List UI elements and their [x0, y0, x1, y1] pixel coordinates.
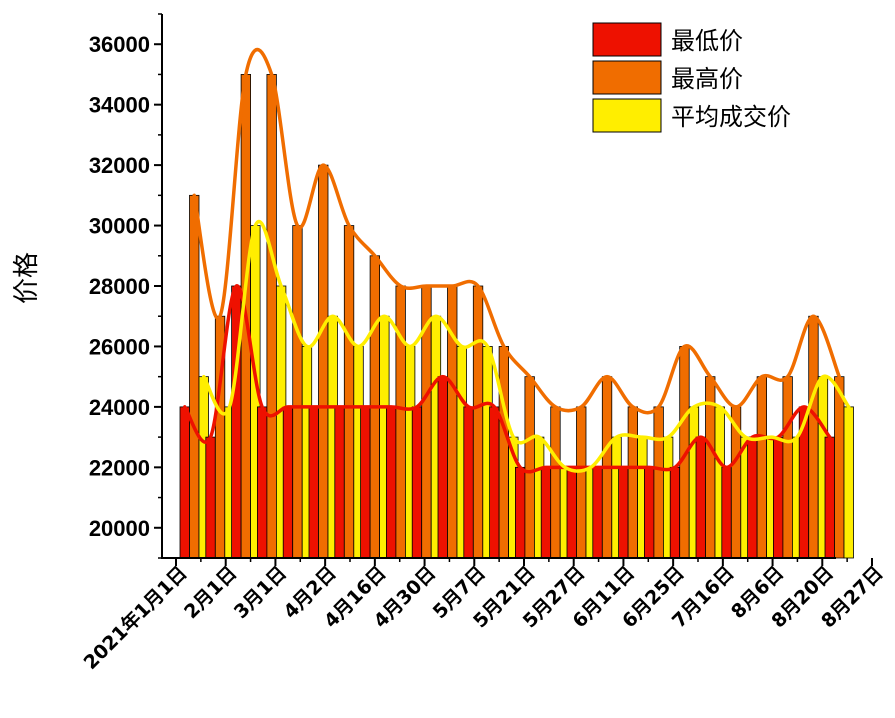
legend-label-high: 最高价	[671, 65, 743, 93]
bar-high-11	[472, 285, 484, 559]
bar-low-7	[360, 406, 371, 559]
bar-high-5	[318, 164, 329, 559]
bar-high-25	[834, 376, 845, 559]
bar-low-22	[747, 436, 758, 559]
bar-low-15	[566, 466, 577, 559]
bar-low-10	[437, 376, 448, 559]
legend-label-low: 最低价	[671, 27, 743, 55]
bar-low-21	[721, 466, 732, 559]
bar-high-24	[808, 315, 819, 559]
bar-low-14	[540, 466, 552, 559]
y-axis-label: 价格	[12, 252, 42, 304]
bar-low-8	[385, 406, 397, 559]
bar-high-13	[524, 376, 535, 559]
legend-label-avg: 平均成交价	[671, 103, 791, 131]
bar-high-15	[576, 406, 587, 559]
bar-low-19	[669, 466, 681, 559]
bar-low-6	[334, 406, 345, 559]
bar-low-23	[773, 436, 784, 559]
bar-low-9	[411, 406, 423, 559]
bar-low-1	[205, 436, 216, 559]
bar-low-18	[644, 466, 655, 559]
y-tick-label-1: 22000	[89, 455, 150, 480]
y-tick-label-4: 28000	[89, 274, 150, 299]
x-tick-label-2: 3月1日	[230, 562, 291, 623]
y-tick-label-2: 24000	[89, 395, 150, 420]
bar-high-17	[627, 406, 638, 559]
bars-layer	[179, 74, 854, 559]
bar-low-13	[515, 466, 526, 559]
bar-low-20	[695, 436, 706, 559]
x-tick-label-0: 2021年1月1日	[79, 561, 192, 674]
line-high	[192, 48, 841, 415]
legend-swatch-low	[592, 22, 662, 57]
bar-low-12	[489, 406, 500, 559]
bar-high-3	[266, 74, 277, 559]
y-tick-label-7: 34000	[89, 93, 150, 118]
bar-high-22	[756, 376, 767, 559]
bar-low-11	[463, 406, 474, 559]
y-tick-label-8: 36000	[89, 32, 150, 57]
bar-low-25	[824, 436, 835, 559]
y-tick-label-0: 20000	[89, 516, 150, 541]
bar-low-0	[179, 406, 190, 559]
bar-high-6	[343, 225, 355, 559]
legend: 最低价 最高价 平均成交价	[589, 18, 831, 138]
bar-high-14	[550, 406, 561, 559]
bar-high-4	[292, 225, 303, 559]
bar-high-23	[782, 376, 793, 559]
legend-swatch-high	[592, 60, 662, 95]
bar-low-4	[282, 406, 294, 559]
bar-high-12	[498, 346, 510, 559]
bar-high-18	[653, 406, 664, 559]
bar-low-3	[256, 406, 268, 559]
lines-layer	[183, 48, 851, 474]
bar-low-16	[592, 466, 603, 559]
y-tick-label-6: 32000	[89, 153, 150, 178]
bar-low-5	[308, 406, 319, 559]
bar-high-8	[395, 285, 406, 559]
bar-avg-25	[843, 406, 854, 559]
bar-high-0	[189, 194, 200, 559]
y-tick-label-5: 30000	[89, 214, 150, 239]
line-low	[183, 284, 832, 474]
y-tick-label-3: 26000	[89, 334, 150, 359]
line-avg	[202, 220, 851, 473]
x-tick-label-1: 2月1日	[180, 562, 241, 623]
legend-swatch-avg	[592, 98, 662, 133]
bar-low-17	[618, 466, 629, 559]
